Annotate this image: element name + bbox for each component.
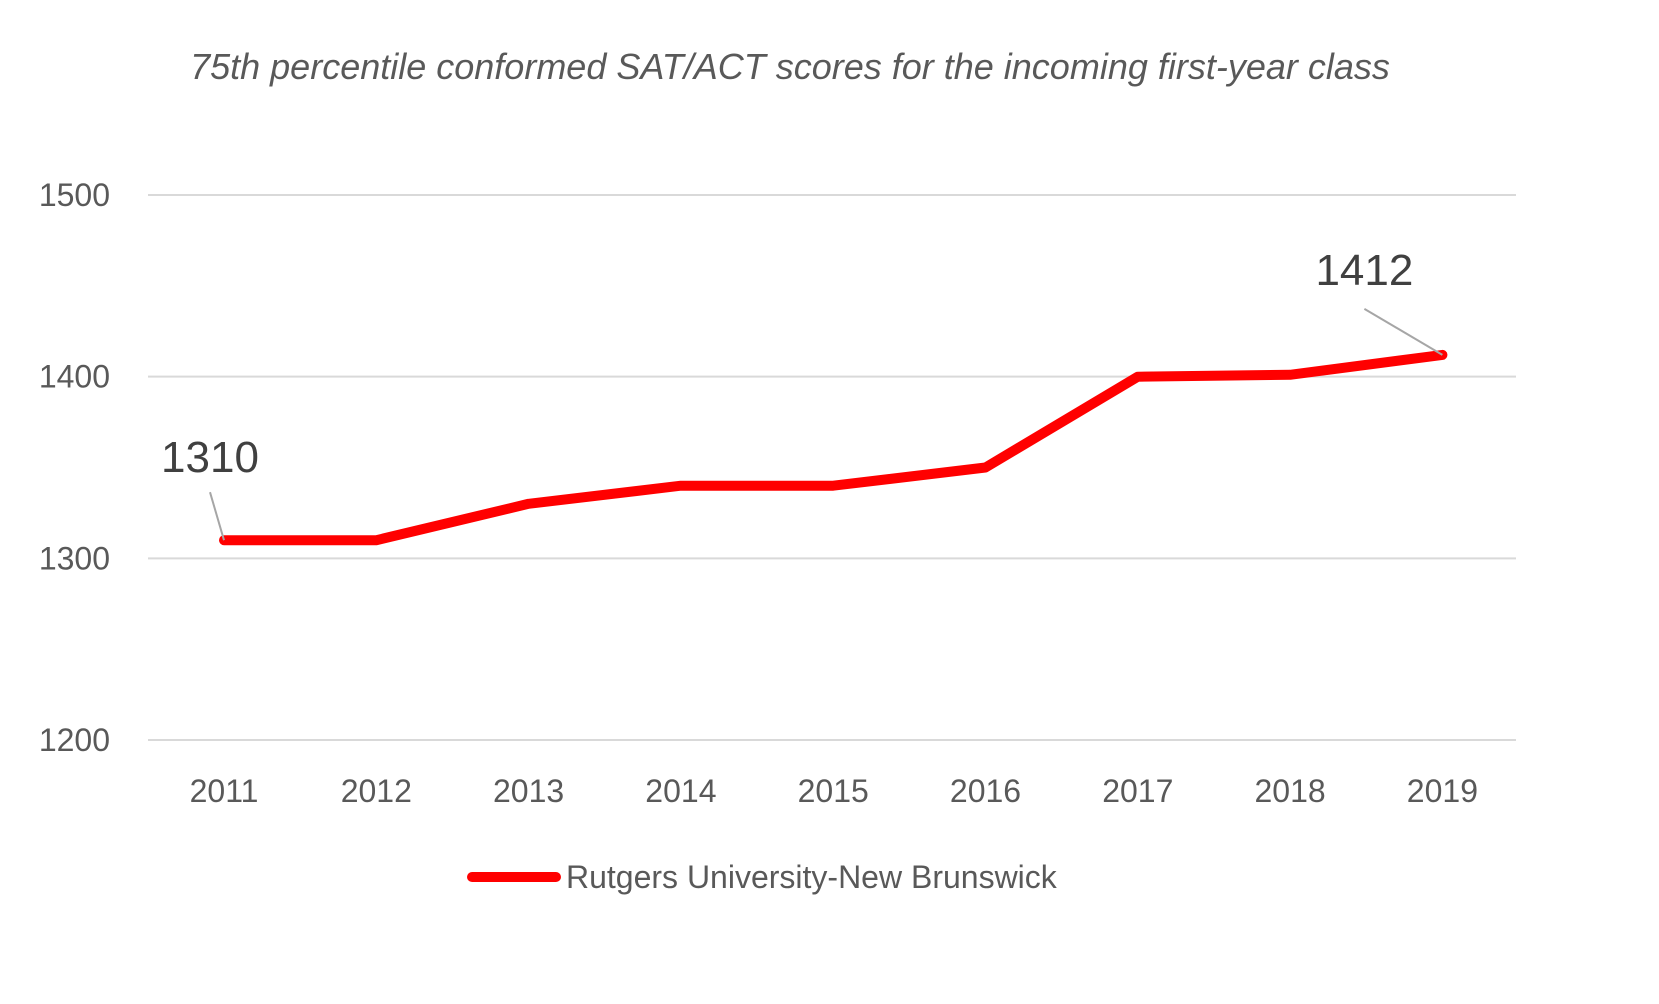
x-tick-label: 2016	[950, 773, 1021, 809]
series-layer	[219, 349, 1448, 546]
y-tick-label: 1500	[39, 177, 110, 213]
data-label: 1412	[1315, 246, 1413, 295]
data-point	[372, 536, 381, 545]
x-axis-ticks: 2011 2012 2013 2014 2015 2016 2017 2018 2019	[190, 773, 1478, 809]
y-axis-ticks: 1200 1300 1400 1500	[39, 177, 110, 758]
legend: Rutgers University-New Brunswick	[467, 859, 1058, 895]
series-line	[219, 349, 1448, 546]
data-point	[676, 481, 685, 490]
legend-label: Rutgers University-New Brunswick	[566, 859, 1058, 895]
data-point	[1286, 370, 1295, 379]
chart-title: 75th percentile conformed SAT/ACT scores…	[190, 46, 1390, 87]
data-labels: 1310 1412	[161, 246, 1443, 541]
data-point	[524, 499, 533, 508]
data-label: 1310	[161, 433, 259, 482]
x-tick-label: 2011	[190, 773, 259, 809]
x-tick-label: 2017	[1102, 773, 1173, 809]
data-point	[829, 481, 838, 490]
gridlines	[148, 194, 1516, 741]
y-tick-label: 1300	[39, 540, 110, 576]
x-tick-label: 2012	[341, 773, 412, 809]
x-tick-label: 2019	[1407, 773, 1478, 809]
x-tick-label: 2015	[798, 773, 869, 809]
y-tick-label: 1200	[39, 722, 110, 758]
data-point	[981, 463, 990, 472]
data-point	[1133, 372, 1142, 381]
data-label-leader-line	[209, 491, 225, 541]
y-tick-label: 1400	[39, 359, 110, 395]
x-tick-label: 2014	[645, 773, 716, 809]
x-tick-label: 2013	[493, 773, 564, 809]
data-label-leader-line	[1363, 308, 1443, 356]
x-tick-label: 2018	[1255, 773, 1326, 809]
